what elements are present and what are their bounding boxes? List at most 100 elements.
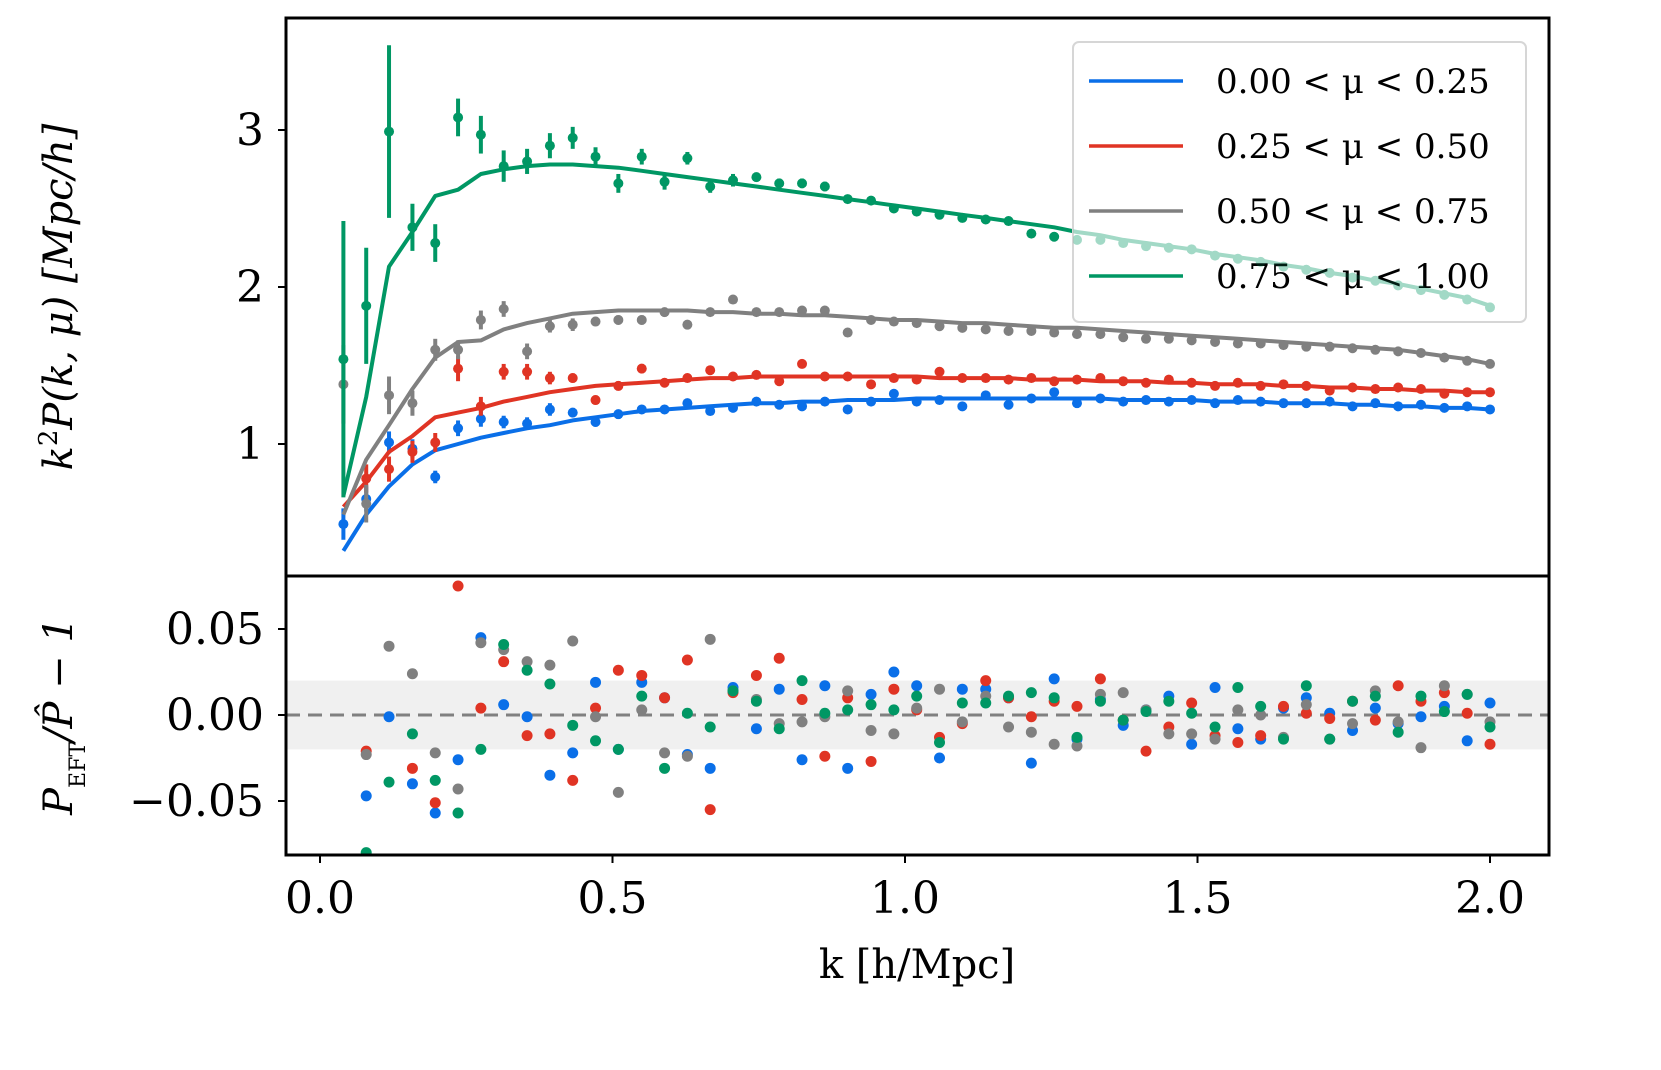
residual-point — [1232, 681, 1244, 693]
legend-label: 0.75 < μ < 1.00 — [1216, 257, 1490, 297]
data-point — [361, 300, 372, 311]
data-point — [957, 322, 968, 333]
data-point — [453, 112, 464, 123]
residual-point — [1277, 733, 1289, 745]
data-point — [751, 172, 762, 183]
data-point — [1071, 374, 1082, 385]
data-point — [567, 407, 578, 418]
data-point — [453, 423, 464, 434]
data-point — [705, 365, 716, 376]
residual-series-3 — [360, 638, 1496, 855]
data-point — [797, 358, 808, 369]
residual-point — [911, 680, 923, 692]
residual-point — [567, 774, 579, 786]
data-point — [1370, 384, 1381, 395]
residual-point — [865, 755, 877, 767]
residual-point — [544, 728, 556, 740]
data-point — [590, 316, 601, 327]
residual-point — [590, 676, 602, 688]
data-point — [590, 395, 601, 406]
residual-point — [819, 680, 831, 692]
data-point — [544, 373, 555, 384]
data-point — [613, 409, 624, 420]
residual-point — [819, 750, 831, 762]
data-point — [682, 398, 693, 409]
residual-point — [681, 750, 693, 762]
residual-point — [1277, 700, 1289, 712]
data-point — [1232, 395, 1243, 406]
data-point — [774, 307, 785, 318]
data-point — [636, 314, 647, 325]
data-point — [590, 417, 601, 428]
residual-point — [612, 786, 624, 798]
data-point — [453, 363, 464, 374]
data-point — [797, 401, 808, 412]
data-point — [407, 398, 418, 409]
residual-point — [911, 702, 923, 714]
residual-point — [406, 728, 418, 740]
data-point — [819, 371, 830, 382]
data-point — [1163, 396, 1174, 407]
data-point — [1095, 329, 1106, 340]
residual-point — [1255, 730, 1267, 742]
data-point — [1232, 253, 1243, 264]
data-point — [1278, 340, 1289, 351]
residual-point — [590, 735, 602, 747]
data-point — [407, 222, 418, 233]
residual-point — [1232, 704, 1244, 716]
data-point — [1118, 238, 1129, 249]
residual-point — [842, 762, 854, 774]
data-point — [1049, 231, 1060, 242]
data-point — [797, 178, 808, 189]
data-point — [751, 369, 762, 380]
data-point — [728, 371, 739, 382]
residual-point — [1186, 728, 1198, 740]
residual-point — [429, 797, 441, 809]
data-point — [911, 318, 922, 329]
residual-point — [1392, 726, 1404, 738]
data-point — [567, 373, 578, 384]
residual-point — [383, 711, 395, 723]
bottom-panel-plot-area — [360, 580, 1496, 855]
data-point — [636, 151, 647, 162]
residual-point — [819, 707, 831, 719]
data-point — [613, 380, 624, 391]
data-point — [544, 404, 555, 415]
data-point — [1071, 398, 1082, 409]
residual-point — [980, 697, 992, 709]
data-point — [728, 175, 739, 186]
residual-point — [521, 730, 533, 742]
x-tick-label: 0.5 — [578, 873, 648, 924]
data-point — [498, 303, 509, 314]
residual-point — [1025, 687, 1037, 699]
data-point — [1324, 385, 1335, 396]
residual-point — [1186, 697, 1198, 709]
data-point — [682, 373, 693, 384]
data-point — [659, 176, 670, 187]
data-point — [819, 305, 830, 316]
data-point — [1301, 341, 1312, 352]
data-point — [1141, 395, 1152, 406]
residual-point — [590, 702, 602, 714]
data-point — [498, 366, 509, 377]
residual-point — [704, 721, 716, 733]
residual-point — [980, 675, 992, 687]
legend: 0.00 < μ < 0.25 0.25 < μ < 0.50 0.50 < μ <… — [1072, 41, 1527, 323]
data-point — [751, 396, 762, 407]
ylabel-rest: P(k, μ) [Mpc/h] — [36, 123, 82, 430]
residual-point — [773, 723, 785, 735]
residual-point — [521, 664, 533, 676]
residual-point — [1048, 738, 1060, 750]
residual-point — [452, 783, 464, 795]
data-point — [1003, 216, 1014, 227]
data-point — [1003, 374, 1014, 385]
data-point — [1301, 398, 1312, 409]
residual-point — [383, 640, 395, 652]
residual-point — [429, 807, 441, 819]
residual-point — [1392, 680, 1404, 692]
residual-point — [521, 656, 533, 668]
residual-point — [1324, 712, 1336, 724]
residual-point — [659, 762, 671, 774]
residual-point — [567, 635, 579, 647]
data-point — [1026, 228, 1037, 239]
